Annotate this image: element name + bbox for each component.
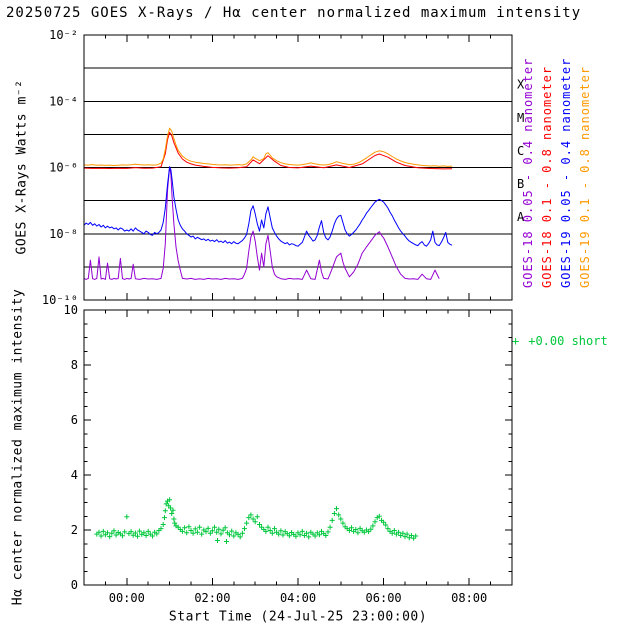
halpha-ytick-label: 10: [64, 303, 78, 317]
xtick-label: 02:00: [194, 591, 230, 605]
legend-goes18-short-channel: GOES-18 0.05 - 0.4 nanometer: [521, 57, 535, 288]
xray-ytick-label: 10⁻⁶: [49, 161, 78, 175]
flare-class-m: M: [517, 111, 524, 125]
flare-class-x: X: [517, 78, 525, 92]
halpha-ytick-label: 4: [71, 468, 78, 482]
xtick-label: 04:00: [280, 591, 316, 605]
series-goes-19-0-1-0-8-nanometer: [84, 127, 453, 167]
halpha-y-axis-title: Hα center normalized maximum intensity: [10, 288, 26, 606]
halpha-ytick-label: 8: [71, 358, 78, 372]
halpha-ytick-label: 2: [71, 523, 78, 537]
xray-ytick-label: 10⁻²: [49, 28, 78, 42]
flare-class-b: B: [517, 177, 524, 191]
series-goes-18-0-1-0-8-nanometer: [84, 131, 453, 170]
series-goes-19-0-05-0-4-nanometer: [84, 166, 453, 247]
flare-class-c: C: [517, 144, 524, 158]
xray-y-axis-title: GOES X-Rays Watts m⁻²: [14, 79, 30, 255]
x-axis-title: Start Time (24-Jul-25 23:00:00): [168, 609, 428, 625]
halpha-legend-label: +0.00 short: [528, 334, 608, 348]
plus-marker-icon: +: [512, 334, 520, 348]
xray-ytick-label: 10⁻¹⁰: [42, 293, 78, 307]
xtick-label: 00:00: [109, 591, 145, 605]
halpha-scatter-points: [94, 497, 419, 544]
legend-goes18-long-channel: GOES-18 0.1 - 0.8 nanometer: [540, 65, 554, 288]
halpha-panel-border: [83, 309, 513, 586]
halpha-series-group: [94, 497, 419, 544]
page-title: 20250725 GOES X-Rays / Hα center normali…: [6, 5, 582, 21]
series-goes-18-0-05-0-4-nanometer: [84, 166, 440, 280]
xray-ytick-label: 10⁻⁸: [49, 227, 78, 241]
halpha-legend: + +0.00 short: [512, 334, 608, 348]
xtick-label: 06:00: [366, 591, 402, 605]
legend-goes19-short-channel: GOES-19 0.05 - 0.4 nanometer: [559, 57, 573, 288]
xray-series-group: [84, 127, 453, 280]
xtick-label: 08:00: [451, 591, 487, 605]
xray-ytick-label: 10⁻⁴: [49, 94, 78, 108]
halpha-ytick-label: 6: [71, 413, 78, 427]
halpha-ytick-label: 0: [71, 578, 78, 592]
legend-goes19-long-channel: GOES-19 0.1 - 0.8 nanometer: [578, 65, 592, 288]
flare-class-a: A: [517, 210, 525, 224]
